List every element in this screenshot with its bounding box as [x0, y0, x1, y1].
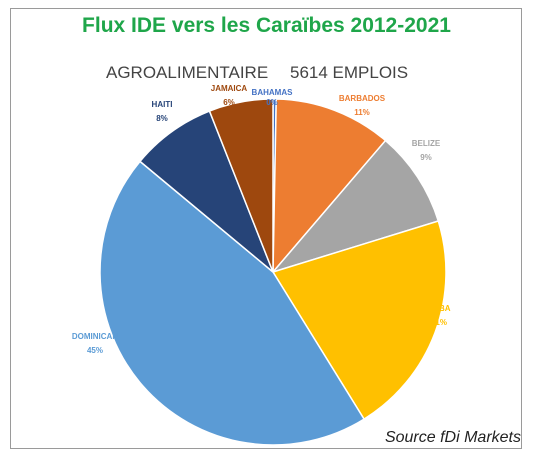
- slice-name-bahamas: BAHAMAS: [252, 88, 294, 97]
- pie-slice-barbados: [272, 98, 387, 275]
- subtitle-sector: AGROALIMENTAIRE: [106, 63, 269, 82]
- slice-value-cuba: 21%: [431, 318, 447, 327]
- slice-name-barbados: BARBADOS: [339, 94, 386, 103]
- chart-title: Flux IDE vers les Caraïbes 2012-2021: [82, 14, 451, 37]
- slice-name-dominican: DOMINICAN: [72, 332, 118, 341]
- subtitle-jobs: 5614 EMPLOIS: [290, 63, 409, 82]
- slice-value-barbados: 11%: [354, 108, 370, 117]
- pie-slice-cuba: [271, 220, 447, 421]
- slice-label-dominican: DOMINICAN 45%: [72, 332, 118, 355]
- slice-label-belize: BELIZE 9%: [412, 139, 441, 162]
- slice-value-jamaica: 6%: [223, 98, 235, 107]
- chart-source: Source fDi Markets: [384, 429, 521, 446]
- slice-label-barbados: BARBADOS 11%: [339, 94, 386, 117]
- pie-slice-dominican: [99, 160, 366, 446]
- pie-slice-jamaica: [208, 98, 274, 273]
- slice-name-cuba: CUBA: [427, 304, 450, 313]
- slice-value-dominican: 45%: [87, 346, 103, 355]
- slice-value-bahamas: 0%: [266, 98, 278, 107]
- slice-label-jamaica: JAMAICA 6%: [211, 84, 248, 107]
- slice-name-haiti: HAITI: [152, 100, 173, 109]
- slice-label-cuba: CUBA 21%: [427, 304, 450, 327]
- pie-slice-belize: [270, 139, 440, 274]
- slice-value-haiti: 8%: [156, 114, 168, 123]
- slice-value-belize: 9%: [420, 153, 432, 162]
- slice-label-haiti: HAITI 8%: [152, 100, 173, 123]
- slice-name-jamaica: JAMAICA: [211, 84, 248, 93]
- slice-name-belize: BELIZE: [412, 139, 441, 148]
